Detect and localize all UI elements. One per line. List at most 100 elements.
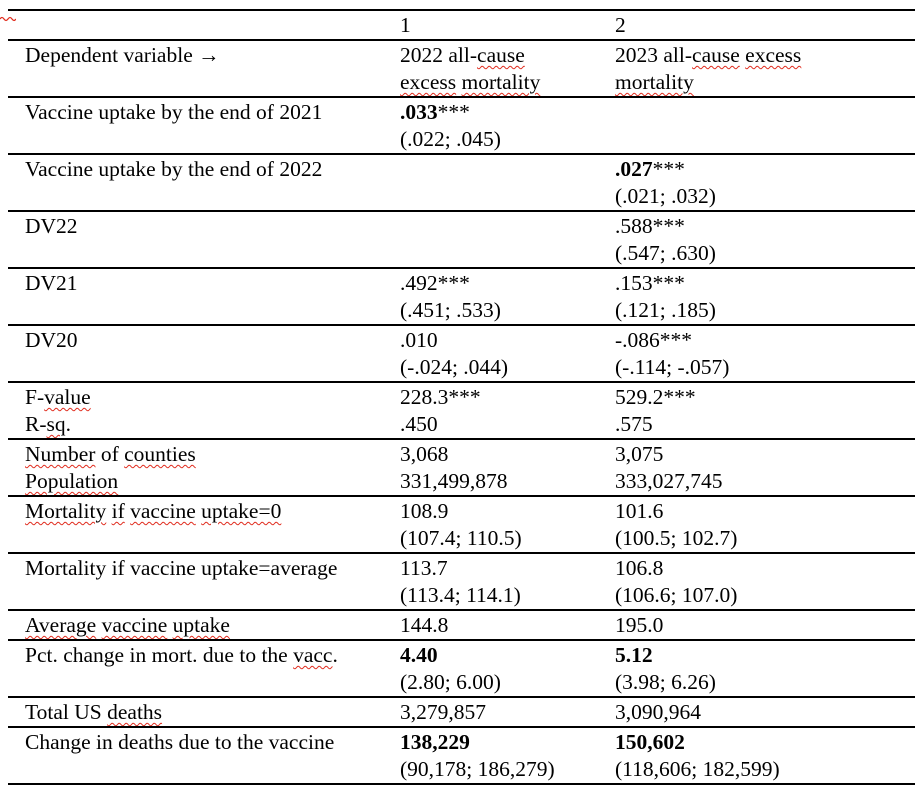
cell-line: R-sq. <box>25 411 398 438</box>
cell-line: 1 <box>400 12 613 39</box>
cell-fvalue-rsq-model-2: 529.2*** .575 <box>615 382 915 439</box>
text-segment: (113.4; 114.1) <box>400 583 521 607</box>
text-segment: 2022 all- <box>400 43 478 67</box>
cell-line: 113.7 <box>400 555 613 582</box>
table-row-mortality-uptake-0: Mortality if vaccine uptake=0 108.9 (107.4… <box>8 496 915 553</box>
cell-fvalue-rsq-model-1: 228.3*** .450 <box>400 382 615 439</box>
cell-vaccine-uptake-2021-label: Vaccine uptake by the end of 2021 <box>8 97 400 154</box>
cell-dv20-model-1: .010 (-.024; .044) <box>400 325 615 382</box>
cell-dv22-model-2: .588*** (.547; .630) <box>615 211 915 268</box>
text-segment: 2023 all- <box>615 43 693 67</box>
cell-line: (106.6; 107.0) <box>615 582 913 609</box>
text-segment: . <box>65 412 71 436</box>
text-segment: (.451; .533) <box>400 298 501 322</box>
cell-line: Mortality if vaccine uptake=0 <box>25 498 398 525</box>
misspelled-word: vaccine <box>101 613 168 637</box>
regression-results-table: 1 2 Dependent variable → 2022 all-cause exce… <box>8 9 915 785</box>
text-segment: 3,075 <box>615 442 664 466</box>
cell-line: 333,027,745 <box>615 468 913 495</box>
cell-line: .575 <box>615 411 913 438</box>
text-segment: .575 <box>615 412 653 436</box>
cell-line: 144.8 <box>400 612 613 639</box>
cell-total-us-deaths-model-2: 3,090,964 <box>615 697 915 727</box>
cell-line: (.121; .185) <box>615 297 913 324</box>
text-segment: 5.12 <box>615 643 653 667</box>
cell-vaccine-uptake-2021-model-2 <box>615 97 915 154</box>
text-segment: 228.3*** <box>400 385 481 409</box>
cell-line: -.086*** <box>615 327 913 354</box>
misspelled-word: if <box>111 499 125 523</box>
cell-total-us-deaths-label: Total US deaths <box>8 697 400 727</box>
cell-line: (.021; .032) <box>615 183 913 210</box>
table-row-change-in-deaths: Change in deaths due to the vaccine 138,2… <box>8 727 915 784</box>
cell-vaccine-uptake-2022-model-1 <box>400 154 615 211</box>
cell-line: .027*** <box>615 156 913 183</box>
misspelled-word: Mortality <box>25 499 107 523</box>
cell-line: 2022 all-cause <box>400 42 613 69</box>
cell-line: 106.8 <box>615 555 913 582</box>
text-segment: *** <box>652 157 685 181</box>
text-segment: 144.8 <box>400 613 449 637</box>
cell-change-in-deaths-model-1: 138,229 (90,178; 186,279) <box>400 727 615 784</box>
cell-line: DV20 <box>25 327 398 354</box>
misspelled-word: Number <box>25 442 96 466</box>
table-row-average-vaccine-uptake: Average vaccine uptake 144.8 195.0 <box>8 610 915 640</box>
cell-line: .588*** <box>615 213 913 240</box>
text-segment: of <box>95 442 125 466</box>
text-segment: DV20 <box>25 328 78 352</box>
cell-column-numbers-model-2: 2 <box>615 10 915 40</box>
table-row-dv21: DV21 .492*** (.451; .533) .153*** (.121; .18… <box>8 268 915 325</box>
text-segment: Change in deaths due to the vaccine <box>25 730 335 754</box>
cell-line: (-.024; .044) <box>400 354 613 381</box>
cell-line: (90,178; 186,279) <box>400 756 613 783</box>
cell-line: 4.40 <box>400 642 613 669</box>
cell-column-numbers-model-1: 1 <box>400 10 615 40</box>
cell-mortality-uptake-0-label: Mortality if vaccine uptake=0 <box>8 496 400 553</box>
table-row-dv22: DV22 .588*** (.547; .630) <box>8 211 915 268</box>
table-row-dv20: DV20 .010 (-.024; .044) -.086*** (-.114; -.0… <box>8 325 915 382</box>
cell-line: 228.3*** <box>400 384 613 411</box>
cell-line: 195.0 <box>615 612 913 639</box>
text-segment: 3,279,857 <box>400 700 486 724</box>
text-segment: 3,090,964 <box>615 700 701 724</box>
cell-dv21-label: DV21 <box>8 268 400 325</box>
cell-line: 5.12 <box>615 642 913 669</box>
text-segment: (-.024; .044) <box>400 355 509 379</box>
cell-line: Total US deaths <box>25 699 398 726</box>
text-segment: 529.2*** <box>615 385 696 409</box>
misspelled-word: vacc <box>293 643 333 667</box>
cell-line: DV22 <box>25 213 398 240</box>
cell-line: (-.114; -.057) <box>615 354 913 381</box>
cell-line: mortality <box>615 69 913 96</box>
cell-line: 3,075 <box>615 441 913 468</box>
cell-dv22-label: DV22 <box>8 211 400 268</box>
text-segment: .153*** <box>615 271 685 295</box>
text-segment: (.022; .045) <box>400 127 501 151</box>
cell-average-vaccine-uptake-label: Average vaccine uptake <box>8 610 400 640</box>
cell-line: (107.4; 110.5) <box>400 525 613 552</box>
text-segment: Mortality if vaccine uptake=average <box>25 556 338 580</box>
cell-dependent-variable-model-1: 2022 all-cause excess mortality <box>400 40 615 97</box>
text-segment: 106.8 <box>615 556 664 580</box>
cell-total-us-deaths-model-1: 3,279,857 <box>400 697 615 727</box>
cell-line: 2023 all-cause excess <box>615 42 913 69</box>
cell-line: (2.80; 6.00) <box>400 669 613 696</box>
cell-line: Average vaccine uptake <box>25 612 398 639</box>
text-segment: Vaccine uptake by the end of 2022 <box>25 157 323 181</box>
cell-average-vaccine-uptake-model-1: 144.8 <box>400 610 615 640</box>
table-row-mortality-uptake-average: Mortality if vaccine uptake=average 113.7… <box>8 553 915 610</box>
cell-pct-change-mortality-model-1: 4.40 (2.80; 6.00) <box>400 640 615 697</box>
cell-line: Change in deaths due to the vaccine <box>25 729 398 756</box>
cell-line: 3,090,964 <box>615 699 913 726</box>
cell-line: 138,229 <box>400 729 613 756</box>
text-segment: .010 <box>400 328 438 352</box>
cell-line: Pct. change in mort. due to the vacc. <box>25 642 398 669</box>
table-row-pct-change-mortality: Pct. change in mort. due to the vacc. 4.4… <box>8 640 915 697</box>
text-segment: 331,499,878 <box>400 469 508 493</box>
misspelled-word: mortality <box>615 70 694 94</box>
cell-line: (3.98; 6.26) <box>615 669 913 696</box>
cell-line: 101.6 <box>615 498 913 525</box>
cell-dv20-label: DV20 <box>8 325 400 382</box>
cell-mortality-uptake-0-model-2: 101.6 (100.5; 102.7) <box>615 496 915 553</box>
